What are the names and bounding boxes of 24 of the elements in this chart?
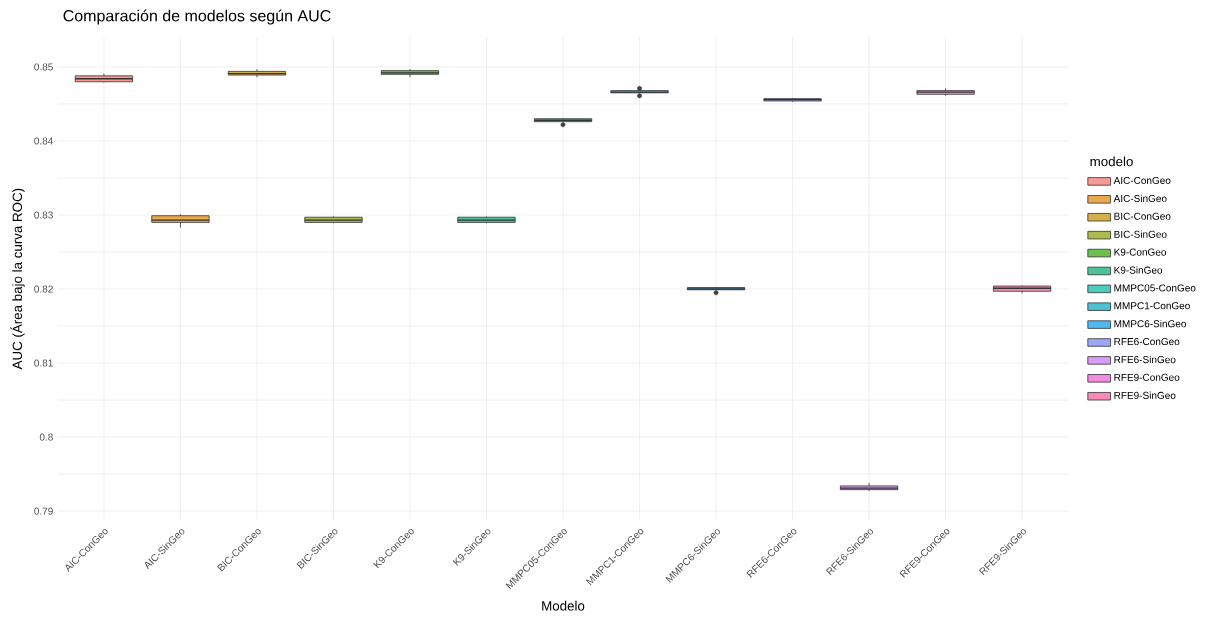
y-tick-label: 0.85 (34, 63, 53, 71)
y-tick-label: 0.82 (34, 285, 53, 293)
y-tick-label: 0.8 (39, 433, 53, 441)
y-tick-label: 0.79 (34, 507, 53, 515)
y-tick-label: 0.81 (34, 359, 53, 367)
y-axis-title: AUC (Área bajo la curva ROC) (10, 188, 25, 370)
legend-label: RFE9-SinGeo (1114, 391, 1176, 399)
legend-label: MMPC05-ConGeo (1114, 284, 1196, 292)
legend-label: BIC-SinGeo (1114, 230, 1167, 238)
legend-label: RFE6-ConGeo (1114, 338, 1180, 346)
legend-title: modelo (1090, 156, 1133, 167)
legend-label: MMPC6-SinGeo (1114, 319, 1187, 328)
legend-label: MMPC1-ConGeo (1114, 302, 1190, 310)
legend-label: AIC-ConGeo (1113, 176, 1171, 184)
chart-title: Comparación de modelos según AUC (63, 9, 331, 25)
y-tick-label: 0.84 (34, 137, 54, 145)
legend-label: RFE6-SinGeo (1114, 355, 1176, 364)
legend-label: AIC-SinGeo (1113, 194, 1167, 203)
legend-label: K9-SinGeo (1114, 266, 1163, 274)
legend-label: BIC-ConGeo (1114, 212, 1171, 220)
y-tick-label: 0.83 (34, 211, 53, 219)
legend-label: K9-ConGeo (1114, 248, 1167, 256)
legend-label: RFE9-ConGeo (1114, 373, 1180, 381)
x-axis-title: Modelo (542, 600, 585, 611)
